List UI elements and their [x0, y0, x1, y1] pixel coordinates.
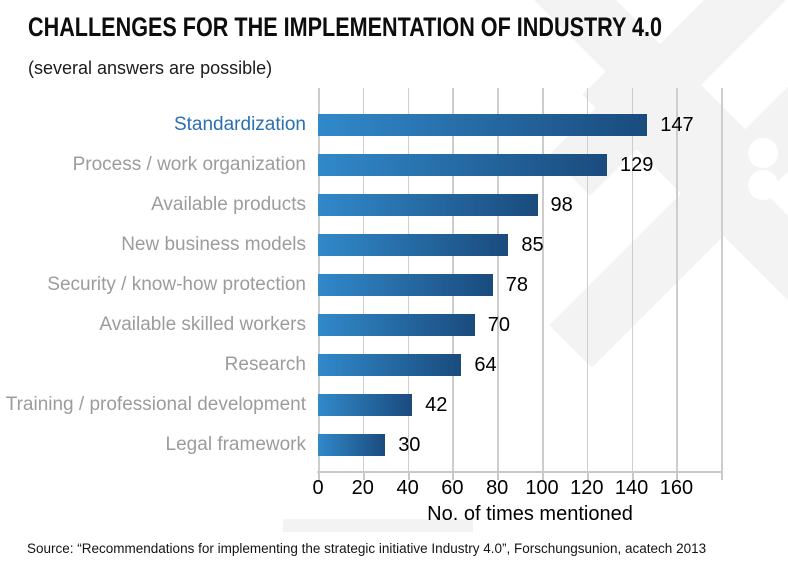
bar [318, 114, 648, 136]
value-label: 78 [505, 274, 528, 296]
category-label: Training / professional development [5, 394, 306, 415]
axis-tick [676, 471, 679, 480]
axis-tick [452, 471, 455, 480]
x-axis-tick-label: 0 [312, 477, 324, 499]
chart-row: New business models 85 [0, 225, 788, 265]
chart-row: Research 64 [0, 345, 788, 385]
watermark-shape [748, 170, 778, 200]
category-label: Security / know-how protection [47, 274, 306, 295]
chart-subtitle: (several answers are possible) [28, 58, 273, 78]
gridline [676, 88, 678, 471]
category-label: Available products [151, 194, 306, 215]
watermark-shape [748, 138, 778, 168]
chart-row: Standardization 147 [0, 105, 788, 145]
x-axis-tick-label: 140 [614, 477, 649, 499]
source-text: Source: “Recommendations for implementin… [27, 541, 707, 556]
axis-tick [497, 471, 500, 480]
axis-tick [721, 471, 724, 480]
gridline [586, 88, 589, 471]
chart-row: Available skilled workers 70 [0, 305, 788, 345]
x-axis-tick-label: 20 [351, 477, 374, 499]
axis-tick [542, 471, 544, 480]
bar [318, 154, 607, 176]
value-label: 70 [487, 314, 511, 336]
x-axis-line [317, 471, 721, 473]
axis-tick [362, 471, 365, 480]
x-axis-tick-label: 60 [441, 477, 464, 499]
chart-row: Process / work organization 129 [0, 145, 788, 185]
x-axis-tick-label: 100 [525, 477, 559, 499]
value-label: 98 [550, 194, 573, 216]
value-label: 42 [425, 394, 448, 416]
chart-row: Training / professional development 42 [0, 385, 788, 425]
category-label: Legal framework [165, 434, 306, 455]
x-axis-tick-label: 160 [659, 477, 694, 499]
chart-row: Available products 98 [0, 185, 788, 225]
value-label: 30 [398, 434, 421, 456]
chart-title: CHALLENGES FOR THE IMPLEMENTATION OF IND… [28, 12, 663, 42]
axis-tick [407, 471, 410, 480]
category-label: Standardization [173, 114, 306, 135]
value-label: 85 [521, 234, 544, 256]
category-label: Research [224, 354, 306, 375]
category-label: New business models [121, 234, 306, 255]
watermark-shape [283, 519, 473, 532]
x-axis-title: No. of times mentioned [427, 503, 633, 525]
category-label: Process / work organization [72, 154, 306, 175]
chart-row: Security / know-how protection 78 [0, 265, 788, 305]
axis-tick [631, 471, 634, 480]
axis-tick [586, 471, 589, 480]
x-axis-tick-label: 80 [486, 477, 509, 499]
gridline [497, 88, 499, 471]
value-label: 129 [619, 154, 654, 176]
bar [318, 274, 493, 296]
bar [318, 314, 475, 336]
x-axis-tick-label: 40 [396, 477, 419, 499]
gridline [542, 88, 544, 471]
gridline [721, 88, 723, 471]
bar [318, 194, 538, 216]
bar [318, 234, 509, 256]
bar [318, 434, 386, 456]
category-label: Available skilled workers [99, 314, 306, 335]
x-axis-tick-label: 120 [570, 477, 604, 499]
value-label: 147 [660, 114, 694, 136]
chart-row: Legal framework 30 [0, 425, 788, 465]
value-label: 64 [474, 354, 497, 376]
bar [318, 394, 413, 416]
gridline [631, 88, 634, 471]
axis-tick [318, 471, 320, 480]
bar [318, 354, 462, 376]
